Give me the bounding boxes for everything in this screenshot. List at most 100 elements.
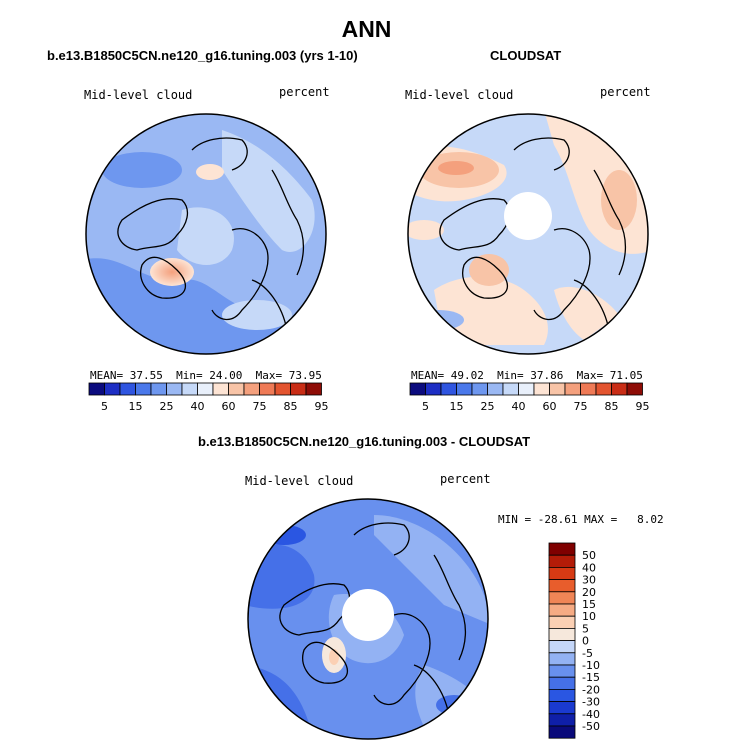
panel-1-colorbar-block: [88, 382, 105, 396]
panel-2-colorbar-label: 60: [543, 400, 557, 413]
panel-3-title: b.e13.B1850C5CN.ne120_g16.tuning.003 - C…: [198, 434, 531, 449]
panel-2-colorbar-label: 75: [574, 400, 588, 413]
panel-3-colorbar-label: 0: [582, 635, 589, 648]
panel-3-colorbar-label: 50: [582, 549, 596, 562]
panel-1-colorbar-labels: 5 15 25 40 60 75 85 95: [101, 400, 328, 413]
panel-3-map-border: [247, 498, 489, 740]
panel-3-colorbar-block: [548, 542, 576, 556]
panel-1-colorbar-block: [119, 382, 136, 396]
panel-2-colorbar-block: [580, 382, 597, 396]
panel-1-colorbar-block: [290, 382, 307, 396]
panel-2-colorbar: 5 15 25 40 60 75 85 95: [409, 382, 650, 413]
panel-1-colorbar-label: 25: [160, 400, 174, 413]
panel-1-colorbar-block: [104, 382, 121, 396]
panel-1-units-label: percent: [279, 85, 330, 99]
panel-1-colorbar-block: [259, 382, 276, 396]
panel-2-colorbar-blocks: [409, 382, 643, 396]
panel-3-colorbar-label: 10: [582, 610, 596, 623]
panel-3-minmax: MIN = -28.61 MAX = 8.02: [498, 513, 664, 526]
panel-2-colorbar-label: 85: [605, 400, 619, 413]
panel-2-colorbar-label: 25: [481, 400, 495, 413]
panel-1-variable-label: Mid-level cloud: [84, 88, 193, 102]
panel-2-variable-label: Mid-level cloud: [405, 88, 514, 102]
panel-1-colorbar-blocks: [88, 382, 322, 396]
panel-1-colorbar-label: 60: [222, 400, 236, 413]
panel-3-colorbar-block: [548, 688, 576, 702]
panel-3-polar-gap: [342, 589, 394, 641]
panel-1-colorbar-label: 75: [253, 400, 267, 413]
panel-3-colorbar-label: 20: [582, 586, 596, 599]
panel-3-colorbar-label: -40: [582, 708, 600, 721]
panel-2-colorbar-block: [440, 382, 457, 396]
panel-1-colorbar-label: 85: [284, 400, 298, 413]
panel-1-colorbar-block: [243, 382, 260, 396]
panel-3-colorbar-block: [548, 579, 576, 593]
panel-1-colorbar-block: [150, 382, 167, 396]
panel-1-colorbar-label: 95: [315, 400, 329, 413]
panel-2-colorbar-block: [471, 382, 488, 396]
panel-3-colorbar-label: 40: [582, 561, 596, 574]
panel-3-colorbar-label: -50: [582, 720, 600, 733]
panel-2-colorbar-block: [456, 382, 473, 396]
panel-3-colorbar-label: -30: [582, 696, 600, 709]
panel-3-colorbar-block: [548, 628, 576, 642]
panel-1-colorbar-label: 15: [129, 400, 143, 413]
panel-2-colorbar-block: [564, 382, 581, 396]
panel-3-colorbar-block: [548, 554, 576, 568]
panel-2-colorbar-label: 40: [512, 400, 526, 413]
panel-3-colorbar-block: [548, 615, 576, 629]
panel-3-colorbar-block: [548, 603, 576, 617]
panel-3-colorbar-block: [548, 591, 576, 605]
panel-2-colorbar-block: [549, 382, 566, 396]
page-title: ANN: [341, 16, 392, 42]
panel-1-polar-map: [85, 113, 327, 355]
panel-1-colorbar-label: 40: [191, 400, 205, 413]
panel-1-colorbar: 5 15 25 40 60 75 85 95: [88, 382, 328, 413]
panel-3-colorbar-label: -15: [582, 671, 600, 684]
panel-2-polar-map: [407, 113, 649, 355]
panel-3-colorbar-blocks: [548, 542, 576, 739]
panel-2-map-border: [407, 113, 649, 355]
panel-1-colorbar-label: 5: [101, 400, 108, 413]
panel-3-colorbar-block: [548, 725, 576, 739]
panel-3-colorbar-block: [548, 664, 576, 678]
panel-2-polar-gap: [504, 192, 552, 240]
panel-3-colorbar-block: [548, 652, 576, 666]
panel-1-colorbar-block: [181, 382, 198, 396]
panel-3-colorbar-label: 5: [582, 622, 589, 635]
panel-2-colorbar-block: [595, 382, 612, 396]
panel-3-colorbar-label: 15: [582, 598, 596, 611]
panel-2-units-label: percent: [600, 85, 651, 99]
panel-1-colorbar-block: [197, 382, 214, 396]
panel-3-colorbar-block: [548, 676, 576, 690]
panel-2-colorbar-block: [518, 382, 535, 396]
panel-1-colorbar-block: [166, 382, 183, 396]
panel-1-colorbar-block: [228, 382, 245, 396]
panel-3-colorbar-block: [548, 566, 576, 580]
panel-1-field: [86, 114, 326, 354]
panel-2-colorbar-block: [533, 382, 550, 396]
panel-1-colorbar-block: [305, 382, 322, 396]
panel-2-colorbar-block: [487, 382, 504, 396]
panel-3-coastlines: [279, 522, 467, 716]
panel-3-colorbar-label: -20: [582, 683, 600, 696]
panel-3-polar-map: [247, 498, 489, 740]
panel-3-colorbar-block: [548, 640, 576, 654]
panel-3-variable-label: Mid-level cloud: [245, 474, 354, 488]
panel-3-colorbar-block: [548, 713, 576, 727]
panel-2-colorbar-block: [626, 382, 643, 396]
panel-2-colorbar-label: 95: [636, 400, 650, 413]
panel-1-colorbar-block: [274, 382, 291, 396]
panel-2-colorbar-block: [611, 382, 628, 396]
panel-2-colorbar-block: [425, 382, 442, 396]
panel-2-stats: MEAN= 49.02 Min= 37.86 Max= 71.05: [411, 369, 643, 382]
panel-2-coastlines: [439, 137, 627, 331]
panel-1-colorbar-block: [135, 382, 152, 396]
panel-3-colorbar-label: -5: [582, 647, 593, 660]
panel-1-colorbar-block: [212, 382, 229, 396]
panel-2-colorbar-label: 15: [450, 400, 464, 413]
panel-2-title: CLOUDSAT: [490, 48, 562, 63]
panel-2-colorbar-block: [409, 382, 426, 396]
